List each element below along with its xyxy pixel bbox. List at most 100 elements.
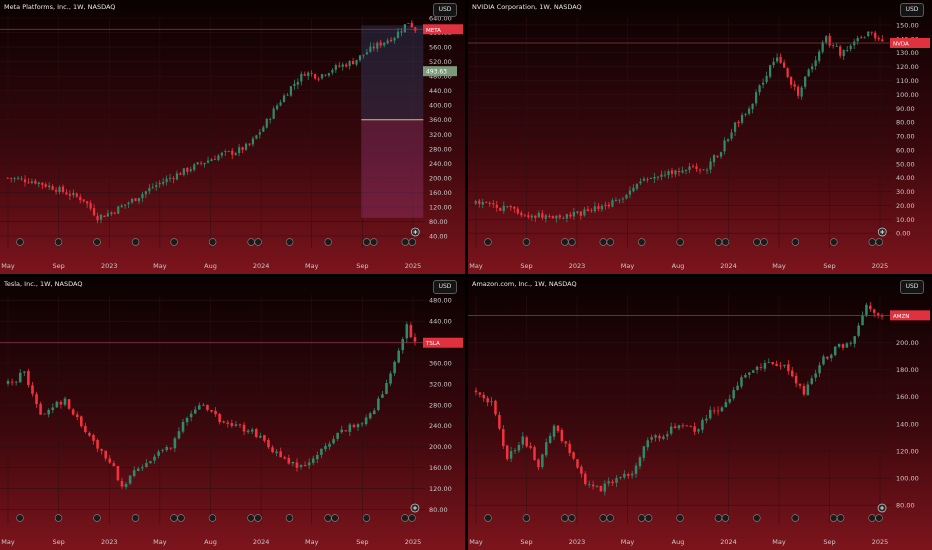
dividend-marker-icon[interactable] xyxy=(177,514,185,522)
earnings-marker-icon[interactable] xyxy=(401,238,409,246)
candle[interactable] xyxy=(523,214,526,216)
candle[interactable] xyxy=(712,155,716,163)
dividend-marker-icon[interactable] xyxy=(875,514,883,522)
candle[interactable] xyxy=(351,61,355,65)
candle[interactable] xyxy=(153,456,156,461)
candle[interactable] xyxy=(10,381,14,383)
candle[interactable] xyxy=(537,212,540,218)
candle[interactable] xyxy=(708,409,712,419)
candle[interactable] xyxy=(124,484,128,488)
candle[interactable] xyxy=(677,170,681,173)
panel-tsla[interactable]: 480.00440.00400.00360.00320.00280.00240.… xyxy=(0,277,465,550)
candle[interactable] xyxy=(693,426,696,432)
candle[interactable] xyxy=(586,209,590,212)
dividend-marker-icon[interactable] xyxy=(370,238,378,246)
candle[interactable] xyxy=(759,367,763,368)
nvda-currency-button[interactable]: USD xyxy=(900,3,924,17)
candle[interactable] xyxy=(334,65,337,70)
candle[interactable] xyxy=(345,64,348,67)
candle[interactable] xyxy=(344,430,348,432)
candle[interactable] xyxy=(389,39,393,42)
candle[interactable] xyxy=(856,37,859,42)
candle[interactable] xyxy=(348,424,352,432)
earnings-marker-icon[interactable] xyxy=(324,514,332,522)
candle[interactable] xyxy=(580,466,583,474)
earnings-marker-icon[interactable] xyxy=(16,238,24,246)
candle[interactable] xyxy=(320,448,323,455)
meta-currency-button[interactable]: USD xyxy=(433,3,457,17)
candle[interactable] xyxy=(332,439,335,444)
earnings-marker-icon[interactable] xyxy=(522,238,531,246)
candle[interactable] xyxy=(265,119,268,128)
candle[interactable] xyxy=(533,447,536,460)
candle[interactable] xyxy=(72,192,75,196)
candle[interactable] xyxy=(846,50,849,51)
candle[interactable] xyxy=(867,31,870,37)
candle[interactable] xyxy=(336,432,339,439)
candle[interactable] xyxy=(291,461,295,464)
candle[interactable] xyxy=(828,35,831,46)
candle[interactable] xyxy=(79,416,83,427)
candle[interactable] xyxy=(541,213,544,218)
tsla-chart[interactable]: 480.00440.00400.00360.00320.00280.00240.… xyxy=(0,277,465,550)
candle[interactable] xyxy=(210,159,213,162)
candle[interactable] xyxy=(534,215,537,218)
earnings-marker-icon[interactable] xyxy=(753,238,761,246)
candle[interactable] xyxy=(872,309,876,313)
candle[interactable] xyxy=(576,211,579,213)
candle[interactable] xyxy=(59,401,63,405)
candle[interactable] xyxy=(814,373,817,378)
candle[interactable] xyxy=(193,409,197,414)
candle[interactable] xyxy=(684,169,688,171)
earnings-marker-icon[interactable] xyxy=(363,238,371,246)
candle[interactable] xyxy=(811,66,814,70)
candle[interactable] xyxy=(790,370,794,377)
candle[interactable] xyxy=(386,40,389,44)
candle[interactable] xyxy=(172,178,175,179)
candle[interactable] xyxy=(804,76,807,87)
candle[interactable] xyxy=(630,473,634,476)
candle[interactable] xyxy=(653,176,656,179)
candle[interactable] xyxy=(189,413,193,418)
candle[interactable] xyxy=(495,204,498,208)
candle[interactable] xyxy=(279,102,282,106)
earnings-marker-icon[interactable] xyxy=(637,238,646,246)
candle[interactable] xyxy=(697,429,700,432)
candle[interactable] xyxy=(505,445,509,459)
candle[interactable] xyxy=(733,122,737,132)
candle[interactable] xyxy=(584,473,587,485)
candle[interactable] xyxy=(37,182,40,184)
candle[interactable] xyxy=(634,465,638,474)
candle[interactable] xyxy=(590,210,593,212)
candle[interactable] xyxy=(271,447,274,453)
candle[interactable] xyxy=(401,339,405,351)
dividend-marker-icon[interactable] xyxy=(254,238,262,246)
candle[interactable] xyxy=(227,150,230,152)
candle[interactable] xyxy=(162,181,165,184)
candle[interactable] xyxy=(189,169,192,172)
earnings-marker-icon[interactable] xyxy=(714,238,723,246)
candle[interactable] xyxy=(254,429,258,438)
candle[interactable] xyxy=(18,372,22,383)
candle[interactable] xyxy=(754,92,758,104)
candle[interactable] xyxy=(369,46,372,52)
candle[interactable] xyxy=(794,375,798,384)
candle[interactable] xyxy=(141,194,144,199)
earnings-marker-icon[interactable] xyxy=(324,238,332,246)
candle[interactable] xyxy=(863,36,866,38)
candle[interactable] xyxy=(623,473,626,478)
candle[interactable] xyxy=(182,168,185,175)
candle[interactable] xyxy=(698,169,702,171)
candle[interactable] xyxy=(51,407,55,410)
candle[interactable] xyxy=(58,187,61,193)
candle[interactable] xyxy=(124,204,127,206)
candle[interactable] xyxy=(255,135,258,139)
candle[interactable] xyxy=(621,198,625,200)
candle[interactable] xyxy=(307,72,310,76)
candle[interactable] xyxy=(716,410,720,412)
candle[interactable] xyxy=(551,216,554,219)
candle[interactable] xyxy=(379,42,382,46)
candle[interactable] xyxy=(259,435,262,438)
candle[interactable] xyxy=(658,436,661,439)
candle[interactable] xyxy=(385,382,388,395)
